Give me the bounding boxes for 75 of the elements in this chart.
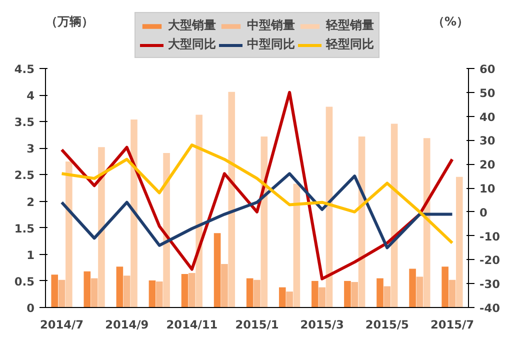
line-series bbox=[60, 90, 454, 280]
y2-tick-label: -40 bbox=[480, 301, 500, 315]
bar bbox=[116, 266, 124, 308]
bar bbox=[214, 233, 221, 308]
y2-tick-label: 20 bbox=[480, 158, 496, 172]
bar bbox=[84, 271, 91, 308]
bar bbox=[448, 280, 456, 308]
bar bbox=[278, 287, 286, 308]
y-tick-label: 1 bbox=[26, 248, 35, 262]
bar bbox=[409, 268, 416, 308]
x-tick-label: 2015/7 bbox=[430, 318, 474, 332]
y2-tick-label: 10 bbox=[480, 182, 496, 196]
bar bbox=[376, 278, 384, 308]
bar bbox=[456, 176, 463, 308]
bar bbox=[181, 274, 188, 308]
y2-tick-label: -10 bbox=[480, 229, 500, 244]
bar bbox=[246, 278, 254, 308]
y2-tick-label: 40 bbox=[480, 110, 496, 124]
y-tick-label: 3 bbox=[26, 142, 35, 156]
bar bbox=[318, 287, 326, 308]
bar bbox=[66, 161, 72, 308]
bar bbox=[286, 292, 293, 308]
bar bbox=[98, 147, 105, 308]
legend-label: 中型销量 bbox=[247, 17, 295, 34]
y-tick-label: 4.5 bbox=[14, 62, 35, 76]
y2-tick-label: 50 bbox=[480, 86, 496, 100]
bar bbox=[123, 276, 130, 308]
bar bbox=[423, 138, 430, 308]
bar bbox=[196, 114, 202, 308]
y-tick-label: 0 bbox=[26, 301, 35, 315]
bar bbox=[228, 92, 236, 308]
legend-label: 轻型同比 bbox=[326, 36, 374, 53]
y-axis-title: （万辆） bbox=[46, 14, 94, 28]
y-tick-label: 0.5 bbox=[14, 274, 35, 288]
y-tick-label: 3.5 bbox=[14, 115, 35, 130]
bar bbox=[384, 286, 391, 308]
line-series bbox=[60, 143, 454, 244]
bar bbox=[254, 280, 260, 308]
bar bbox=[442, 266, 448, 308]
y-tick-label: 4 bbox=[26, 88, 35, 103]
legend-label: 轻型销量 bbox=[326, 17, 374, 34]
bar bbox=[90, 278, 98, 308]
bar bbox=[326, 106, 333, 308]
legend-label: 中型同比 bbox=[247, 36, 295, 53]
bar bbox=[163, 152, 170, 308]
bar bbox=[188, 272, 196, 308]
x-tick-label: 2014/11 bbox=[166, 318, 218, 332]
bar bbox=[58, 280, 66, 308]
y-tick-label: 2.5 bbox=[14, 168, 35, 182]
y2-tick-label: 0 bbox=[480, 205, 488, 220]
bar bbox=[312, 280, 318, 308]
bar bbox=[156, 281, 163, 308]
x-tick-label: 2014/7 bbox=[40, 318, 84, 332]
bar bbox=[351, 282, 358, 308]
y-tick-label: 1.5 bbox=[14, 221, 35, 236]
bar bbox=[221, 264, 228, 308]
y2-tick-label: -20 bbox=[480, 253, 500, 268]
x-tick-label: 2015/3 bbox=[300, 318, 344, 332]
bar bbox=[344, 280, 351, 308]
bar bbox=[293, 184, 300, 308]
line-series bbox=[60, 172, 454, 250]
y2-tick-label: -30 bbox=[480, 277, 500, 292]
bar bbox=[416, 276, 424, 308]
bar bbox=[148, 280, 156, 308]
y2-tick-label: 60 bbox=[480, 62, 496, 76]
x-tick-label: 2014/9 bbox=[105, 318, 149, 332]
legend-label: 大型销量 bbox=[168, 17, 216, 34]
x-tick-label: 2015/5 bbox=[365, 318, 410, 332]
y-tick-label: 2 bbox=[26, 194, 35, 209]
legend-label: 大型同比 bbox=[168, 36, 216, 53]
x-tick-label: 2015/1 bbox=[235, 318, 279, 332]
y2-tick-label: 30 bbox=[480, 134, 496, 148]
bar bbox=[130, 119, 138, 308]
bar bbox=[51, 274, 58, 308]
y2-axis-title: （%） bbox=[432, 14, 469, 28]
